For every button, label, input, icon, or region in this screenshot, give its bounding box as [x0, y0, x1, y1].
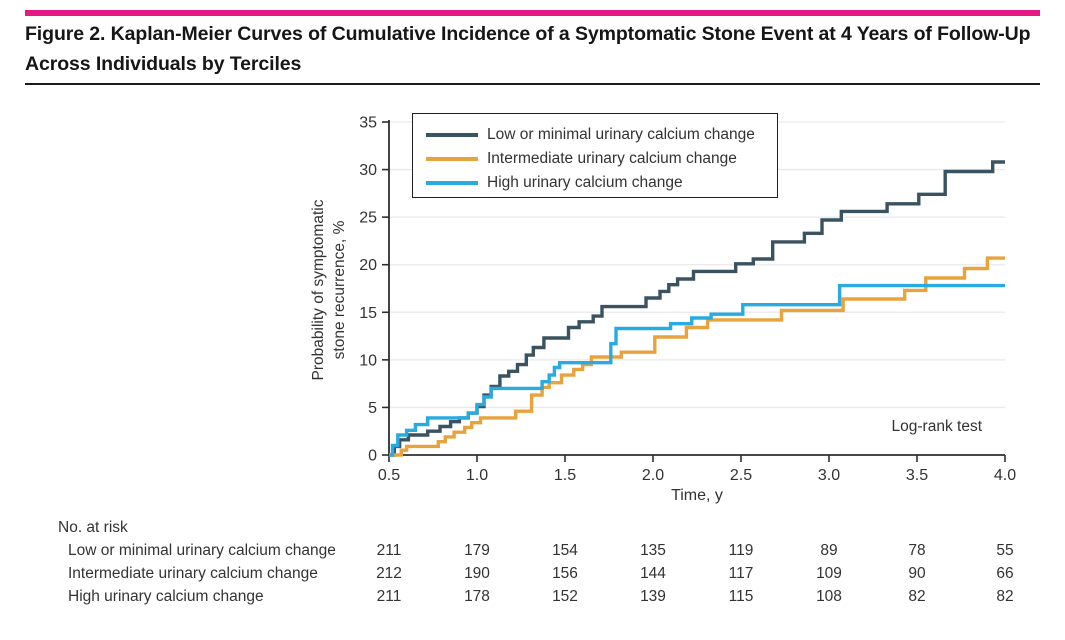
risk-count: 190 [464, 565, 490, 582]
x-tick-label: 4.0 [994, 467, 1016, 484]
y-axis-label: Probability of symptomatic stone recurre… [310, 199, 348, 381]
risk-row-label: Intermediate urinary calcium change [68, 565, 318, 582]
risk-count: 66 [996, 565, 1014, 582]
risk-table-heading: No. at risk [58, 519, 128, 536]
x-tick-label: 3.0 [818, 467, 840, 484]
y-tick-label: 5 [368, 400, 377, 417]
risk-count: 154 [552, 542, 578, 559]
risk-count: 90 [908, 565, 926, 582]
legend-label: Low or minimal urinary calcium change [487, 126, 755, 143]
x-tick-label: 1.0 [466, 467, 488, 484]
legend-line-swatch-high [426, 181, 478, 185]
km-curve-2 [389, 283, 1005, 457]
legend-item: Low or minimal urinary calcium change [426, 123, 777, 147]
x-tick-label: 0.5 [378, 467, 400, 484]
x-tick-label: 2.0 [642, 467, 664, 484]
risk-count: 152 [552, 588, 578, 605]
risk-count: 82 [996, 588, 1014, 605]
risk-count: 78 [908, 542, 926, 559]
y-tick-label: 20 [359, 257, 377, 274]
x-tick-label: 3.5 [906, 467, 928, 484]
legend-item: Intermediate urinary calcium change [426, 147, 777, 171]
risk-count: 108 [816, 588, 842, 605]
y-tick-label: 25 [359, 210, 377, 227]
risk-count: 135 [640, 542, 666, 559]
x-tick-label: 1.5 [554, 467, 576, 484]
risk-count: 89 [820, 542, 838, 559]
km-curve-1 [389, 256, 1005, 457]
chart-legend: Low or minimal urinary calcium change In… [412, 113, 778, 198]
accent-bar [25, 10, 1040, 16]
legend-item: High urinary calcium change [426, 171, 777, 195]
risk-count: 82 [908, 588, 926, 605]
risk-count: 156 [552, 565, 578, 582]
y-tick-label: 0 [368, 448, 377, 465]
risk-count: 211 [376, 542, 402, 559]
figure-title: Figure 2. Kaplan-Meier Curves of Cumulat… [25, 23, 1031, 75]
y-tick-label: 30 [359, 162, 377, 179]
risk-row-label: High urinary calcium change [68, 588, 264, 605]
risk-row-label: Low or minimal urinary calcium change [68, 542, 336, 559]
risk-count: 211 [376, 588, 402, 605]
y-tick-label: 15 [359, 305, 377, 322]
title-divider [25, 83, 1040, 85]
risk-count: 212 [376, 565, 402, 582]
risk-count: 139 [640, 588, 666, 605]
log-rank-annotation: Log-rank test [891, 418, 982, 435]
risk-count: 178 [464, 588, 490, 605]
legend-line-swatch-low [426, 133, 478, 137]
legend-label: Intermediate urinary calcium change [487, 150, 737, 167]
legend-line-swatch-intermediate [426, 157, 478, 161]
risk-count: 115 [728, 588, 754, 605]
risk-count: 55 [996, 542, 1014, 559]
y-tick-label: 10 [359, 352, 377, 369]
risk-count: 109 [816, 565, 842, 582]
risk-count: 119 [728, 542, 754, 559]
legend-label: High urinary calcium change [487, 174, 683, 191]
risk-count: 179 [464, 542, 490, 559]
x-axis-label: Time, y [671, 487, 723, 504]
risk-count: 117 [728, 565, 754, 582]
x-tick-label: 2.5 [730, 467, 752, 484]
y-tick-label: 35 [359, 115, 377, 132]
risk-count: 144 [640, 565, 666, 582]
km-curve-0 [389, 160, 1005, 457]
